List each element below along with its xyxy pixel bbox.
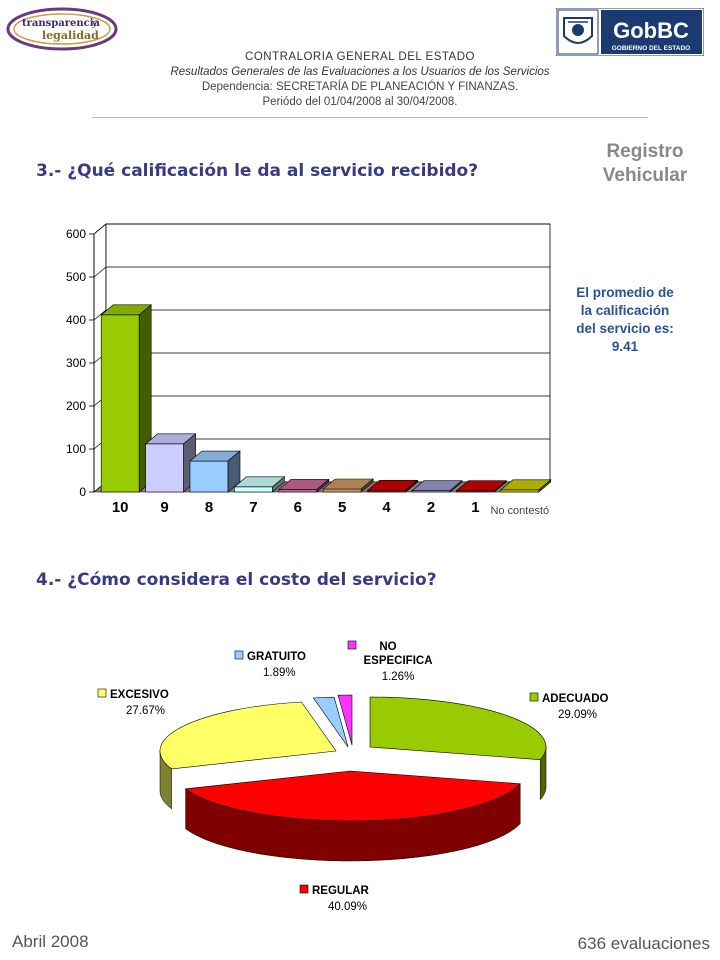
average-rating-note: El promedio de la calificación del servi… bbox=[555, 284, 695, 356]
state-seal-icon bbox=[563, 17, 593, 44]
bar-side-No contestó bbox=[538, 479, 552, 493]
pie-label: GRATUITO bbox=[247, 651, 306, 663]
average-line2: la calificación bbox=[580, 303, 670, 318]
y-tick-label: 300 bbox=[66, 356, 86, 370]
x-tick-label: 4 bbox=[382, 499, 391, 516]
rating-bar-chart: 0 100 200 300 400 500 600 10 9 8 7 6 5 4 2 1 No contestó bbox=[66, 223, 552, 517]
y-tick-label: 500 bbox=[66, 270, 86, 284]
legend-swatch bbox=[234, 650, 244, 660]
bar-6 bbox=[278, 489, 318, 493]
pie-label: ESPECIFICA bbox=[363, 655, 432, 667]
report-subtitle: Resultados Generales de las Evaluaciones… bbox=[170, 66, 550, 78]
pie-percent: 1.26% bbox=[382, 671, 415, 683]
bar-5 bbox=[322, 488, 362, 493]
y-tick-label: 400 bbox=[66, 313, 86, 327]
x-tick-label: 9 bbox=[160, 499, 168, 516]
average-line1: El promedio de bbox=[576, 285, 674, 300]
header-divider bbox=[92, 117, 648, 118]
dependencia: Dependencia: SECRETARÍA DE PLANEACIÓN Y … bbox=[201, 81, 519, 93]
x-tick-label: 2 bbox=[427, 499, 435, 516]
gobbc-logo: GobBC GOBIERNO DEL ESTADO bbox=[556, 8, 704, 56]
y-tick-label: 200 bbox=[66, 399, 86, 413]
pie-slice-gratuito bbox=[312, 696, 349, 748]
gridline bbox=[93, 223, 550, 235]
bar-side-2 bbox=[449, 480, 463, 493]
bar-10 bbox=[100, 314, 140, 493]
organization-name: CONTRALORIA GENERAL DEL ESTADO bbox=[245, 51, 475, 63]
transparencia-legalidad-logo: transparencia y legalidad bbox=[6, 7, 118, 51]
x-tick-label: 5 bbox=[338, 499, 346, 516]
legend-swatch bbox=[299, 884, 309, 894]
pie-percent: 1.89% bbox=[263, 667, 296, 679]
logo-left-line2: legalidad bbox=[42, 29, 99, 42]
bar-No contestó bbox=[500, 489, 540, 493]
legend-swatch bbox=[97, 688, 107, 698]
x-tick-label: 8 bbox=[205, 499, 213, 516]
pie-percent: 29.09% bbox=[558, 709, 597, 721]
bar-side-5 bbox=[360, 478, 374, 493]
legend-swatch bbox=[347, 640, 357, 650]
report-date: Abril 2008 bbox=[12, 932, 89, 951]
cost-pie-chart: ADECUADO 29.09% REGULAR 40.09% EXCESIVO 27.67… bbox=[97, 640, 609, 913]
pie-slice-regular bbox=[184, 770, 521, 822]
logo-right-sub: GOBIERNO DEL ESTADO bbox=[612, 45, 691, 52]
gridline bbox=[93, 309, 550, 321]
y-tick-label: 600 bbox=[66, 227, 86, 241]
logo-left-y: y bbox=[91, 19, 98, 29]
legend-swatch bbox=[529, 692, 539, 702]
x-tick-label: 10 bbox=[112, 499, 129, 516]
evaluation-count: 636 evaluaciones bbox=[577, 934, 710, 953]
bar-9 bbox=[145, 443, 184, 493]
periodo: Periódo del 01/04/2008 al 30/04/2008. bbox=[262, 96, 458, 108]
y-tick-label: 0 bbox=[79, 485, 86, 499]
x-tick-label: 1 bbox=[471, 499, 479, 516]
average-value: 9.41 bbox=[611, 339, 639, 354]
pie-label: ADECUADO bbox=[542, 693, 609, 705]
logo-left-line1: transparencia bbox=[22, 18, 101, 29]
question-3-title: 3.- ¿Qué calificación le da al servicio … bbox=[36, 161, 479, 181]
service-line1: Registro bbox=[606, 141, 684, 162]
bar-side-1 bbox=[494, 480, 507, 493]
bar-side-7 bbox=[272, 476, 285, 493]
y-tick-label: 100 bbox=[66, 442, 86, 456]
gridline bbox=[93, 266, 550, 278]
bar-side-6 bbox=[316, 478, 330, 493]
bar-side-4 bbox=[405, 479, 418, 493]
pie-slice-excesivo bbox=[159, 701, 337, 770]
pie-label: REGULAR bbox=[312, 885, 370, 897]
pie-slice-adecuado bbox=[369, 696, 547, 761]
pie-label: EXCESIVO bbox=[110, 689, 169, 701]
pie-slice-no-especifica bbox=[337, 694, 353, 746]
service-name: Registro Vehicular bbox=[585, 140, 705, 188]
x-tick-label: No contestó bbox=[490, 505, 549, 517]
logo-right-text: GobBC bbox=[613, 18, 689, 43]
x-tick-label: 7 bbox=[249, 499, 257, 516]
bar-7 bbox=[234, 486, 273, 493]
pie-percent: 40.09% bbox=[328, 901, 367, 913]
average-line3: del servicio es: bbox=[576, 321, 674, 336]
question-4-title: 4.- ¿Cómo considera el costo del servici… bbox=[36, 570, 437, 590]
x-tick-label: 6 bbox=[294, 499, 302, 516]
bar-8 bbox=[189, 460, 229, 493]
pie-percent: 27.67% bbox=[126, 705, 165, 717]
pie-label: NO bbox=[379, 641, 396, 653]
service-line2: Vehicular bbox=[602, 165, 688, 186]
